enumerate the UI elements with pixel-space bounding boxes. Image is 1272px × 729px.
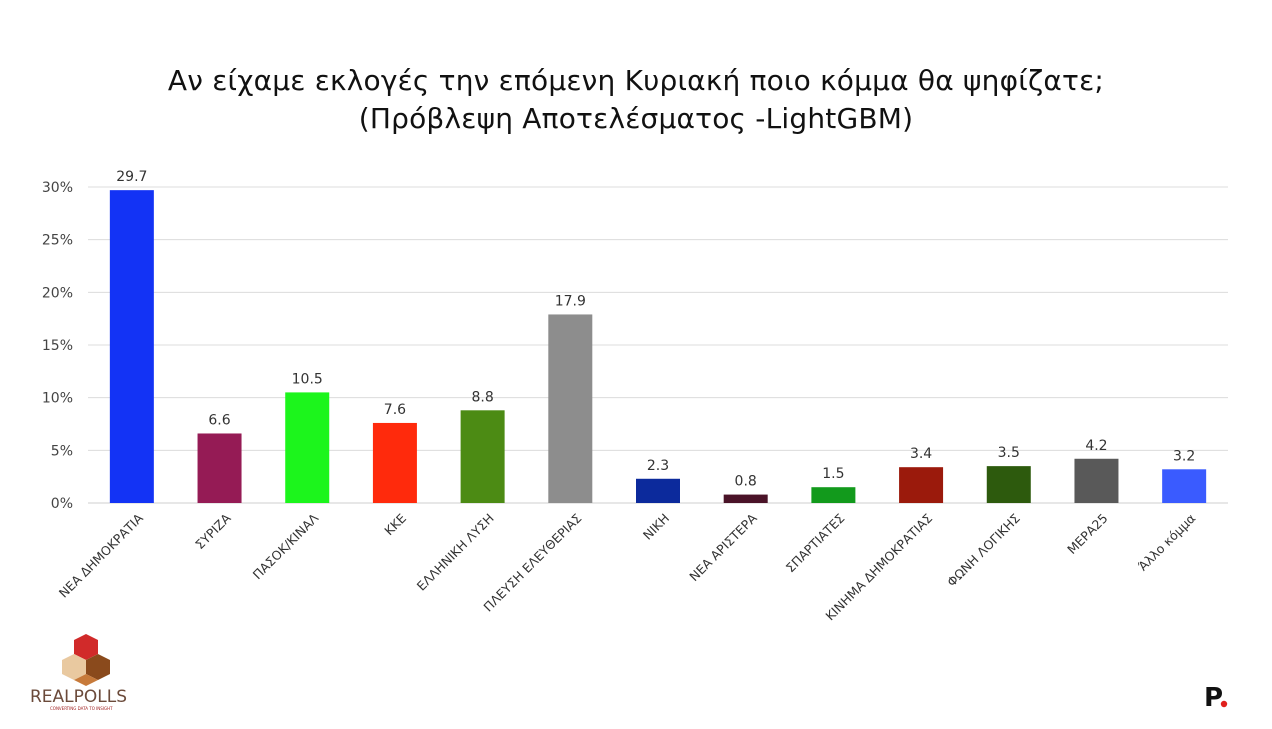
value-label: 6.6 [208, 412, 230, 428]
realpolls-logo: REALPOLLS CONVERTING DATA TO INSIGHT [30, 634, 127, 711]
x-axis-labels: ΝΕΑ ΔΗΜΟΚΡΑΤΙΑ ΣΥΡΙΖΑ ΠΑΣΟΚ/ΚΙΝΑΛ ΚΚΕ ΕΛΛΗΝΙ… [56, 510, 1198, 623]
x-tick-label: Άλλο κόμμα [1135, 511, 1198, 574]
value-label: 10.5 [292, 371, 323, 387]
bar [460, 410, 505, 503]
value-label: 3.4 [910, 446, 932, 462]
x-tick-label: ΣΥΡΙΖΑ [192, 510, 234, 552]
value-label: 4.2 [1085, 438, 1107, 454]
bar [285, 392, 330, 503]
x-tick-label: ΝΙΚΗ [640, 511, 672, 543]
p-dot [1220, 700, 1228, 708]
bar [1162, 469, 1207, 503]
bar [636, 478, 680, 503]
x-tick-label: ΝΕΑ ΑΡΙΣΤΕΡΑ [686, 510, 760, 584]
x-tick-label: ΠΛΕΥΣΗ ΕΛΕΥΘΕΡΙΑΣ [480, 510, 584, 614]
value-label: 3.2 [1173, 448, 1195, 464]
y-tick-label: 5% [51, 443, 73, 459]
y-tick-label: 20% [42, 285, 73, 301]
bar [899, 467, 944, 503]
value-label: 2.3 [647, 458, 669, 474]
p-logo: P [1204, 683, 1228, 712]
p-letter: P [1204, 683, 1223, 712]
bar [372, 422, 417, 503]
logo-tagline: CONVERTING DATA TO INSIGHT [50, 706, 113, 711]
bars [109, 190, 1207, 503]
bar [197, 433, 242, 503]
y-tick-label: 0% [51, 496, 73, 512]
value-label: 8.8 [471, 389, 493, 405]
y-tick-label: 15% [42, 338, 73, 354]
y-tick-label: 10% [42, 391, 73, 407]
y-tick-label: 25% [42, 233, 73, 249]
bar [548, 314, 593, 503]
y-tick-label: 30% [42, 180, 73, 196]
x-tick-label: ΜΕΡΑ25 [1064, 511, 1110, 557]
value-label: 29.7 [116, 169, 147, 185]
bar [811, 487, 856, 503]
value-label: 17.9 [555, 293, 586, 309]
chart-subtitle: (Πρόβλεψη Αποτελέσματος -LightGBM) [358, 102, 914, 135]
value-label: 7.6 [384, 402, 406, 418]
y-axis-ticks: 0% 5% 10% 15% 20% 25% 30% [42, 180, 73, 512]
x-tick-label: ΣΠΑΡΤΙΑΤΕΣ [783, 510, 848, 575]
logo-wordmark: REALPOLLS [30, 687, 127, 707]
x-tick-label: ΦΩΝΗ ΛΟΓΙΚΗΣ [944, 510, 1023, 589]
grid-lines [88, 186, 1228, 504]
chart-title: Αν είχαμε εκλογές την επόμενη Κυριακή πο… [167, 64, 1105, 97]
bar [109, 190, 154, 503]
value-label: 3.5 [998, 445, 1020, 461]
x-tick-label: ΚΚΕ [381, 510, 409, 538]
x-tick-label: ΝΕΑ ΔΗΜΟΚΡΑΤΙΑ [56, 510, 146, 600]
value-label: 1.5 [822, 466, 844, 482]
bar [986, 466, 1031, 503]
x-tick-label: ΠΑΣΟΚ/ΚΙΝΑΛ [250, 510, 322, 582]
bar [1074, 458, 1119, 503]
x-tick-label: ΕΛΛΗΝΙΚΗ ΛΥΣΗ [414, 511, 497, 594]
value-label: 0.8 [735, 474, 757, 490]
value-labels: 29.7 6.6 10.5 7.6 8.8 17.9 2.3 0.8 1.5 3.4 3.5 4.2 3… [116, 169, 1195, 489]
bar [723, 494, 768, 503]
chart-title-block: Αν είχαμε εκλογές την επόμενη Κυριακή πο… [0, 62, 1272, 138]
